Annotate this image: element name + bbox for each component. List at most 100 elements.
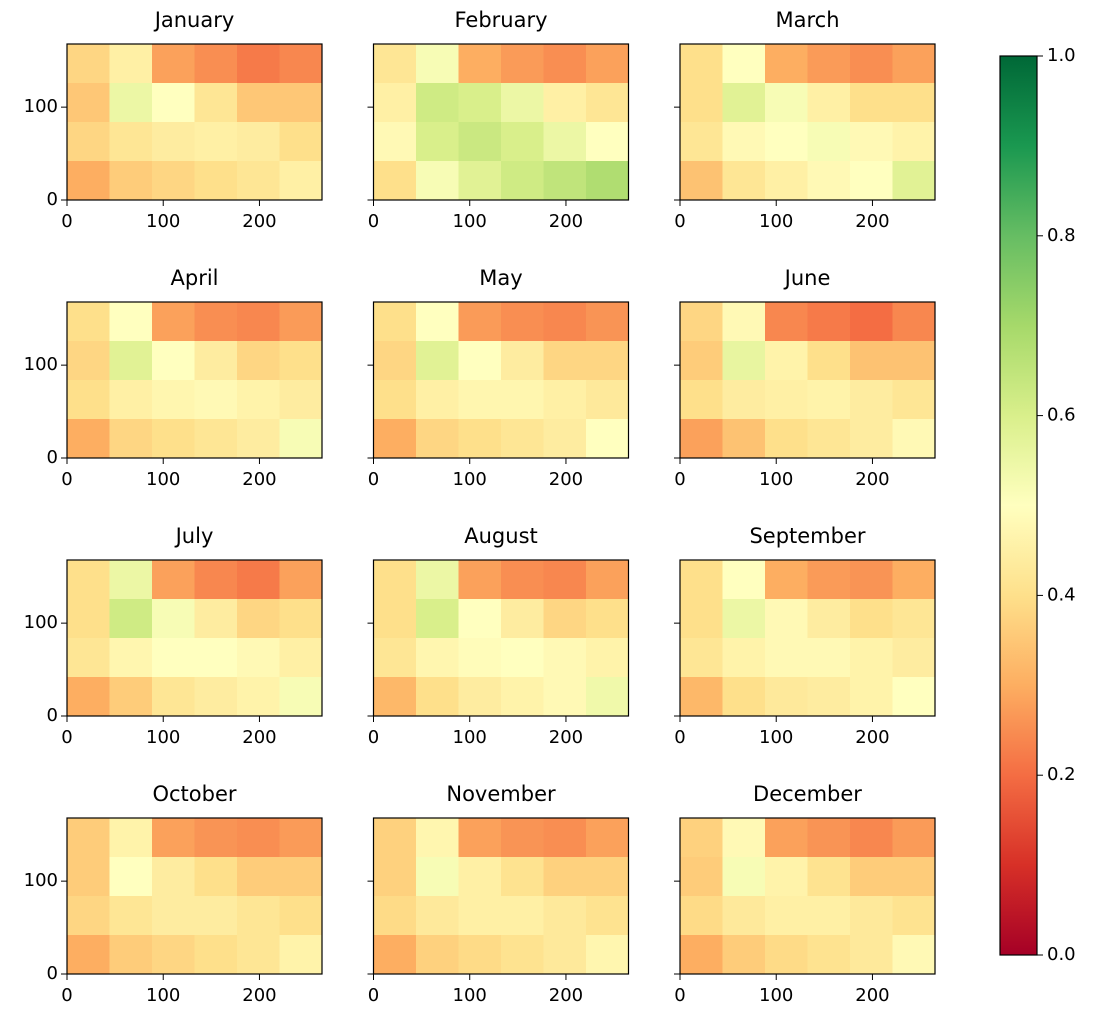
heatmap-cell [722,818,766,858]
heatmap-cell [152,677,195,717]
heatmap-cell [586,83,629,123]
heatmap-cell [850,677,893,717]
heatmap-cell [722,380,766,420]
x-tick-label: 100 [759,985,793,1006]
heatmap-cell [67,341,110,381]
heatmap-cell [416,302,459,342]
heatmap-cell [152,935,195,975]
y-tick-label: 100 [24,612,58,633]
heatmap-cell [807,44,851,84]
heatmap-cell [373,638,417,678]
heatmap-cell [722,122,766,162]
x-tick-label: 200 [242,985,276,1006]
heatmap-cell [765,677,808,717]
heatmap-cell [543,161,587,201]
heatmap-cell [501,638,544,678]
heatmap-cell [237,83,280,123]
heatmap-cell [67,560,110,600]
heatmap-cell [67,302,110,342]
heatmap-cell [152,896,195,936]
heatmap-cell [680,380,723,420]
heatmap-cell [680,83,723,123]
heatmap-cell [850,599,893,639]
x-tick-label: 100 [146,985,180,1006]
heatmap-cell [194,638,238,678]
heatmap-cell [416,161,459,201]
heatmap-cell [722,857,766,897]
heatmap-cell [109,419,153,459]
heatmap-cell [807,818,851,858]
heatmap-cell [152,44,195,84]
heatmap-cell [680,560,723,600]
heatmap-cell [373,83,417,123]
heatmap-cell [458,161,502,201]
heatmap-cell [586,419,629,459]
heatmap-cell [237,341,280,381]
heatmap-cell [416,896,459,936]
heatmap-cell [586,638,629,678]
heatmap-cell [194,935,238,975]
heatmap-cell [416,419,459,459]
heatmap-cell [237,677,280,717]
heatmap-cell [279,419,323,459]
heatmap-cell [194,419,238,459]
heatmap-cell [373,419,417,459]
heatmap-cell [194,44,238,84]
axes-frame [66,43,323,201]
colorbar-tick-label: 0.8 [1047,225,1076,246]
axes-frame [679,817,936,975]
heatmap-cell [373,896,417,936]
heatmap-cell [543,638,587,678]
heatmap-cell [67,380,110,420]
heatmap-cell [373,818,417,858]
x-tick-label: 100 [453,985,487,1006]
heatmap-cell [194,818,238,858]
heatmap-cell [807,677,851,717]
heatmap-cell [458,122,502,162]
heatmap-cell [586,818,629,858]
heatmap-cell [152,857,195,897]
heatmap-cell [416,122,459,162]
heatmap-cell [680,161,723,201]
heatmap-cell [807,122,851,162]
heatmap-cell [807,599,851,639]
heatmap-cell [850,341,893,381]
heatmap-cell [109,638,153,678]
heatmap-cell [109,935,153,975]
heatmap-cell [501,599,544,639]
heatmap-cell [109,161,153,201]
colorbar-tick-label: 1.0 [1047,45,1076,66]
heatmap-cell [194,302,238,342]
colorbar-tick-label: 0.2 [1047,764,1076,785]
heatmap-cell [850,896,893,936]
heatmap-cell [237,380,280,420]
x-tick-label: 0 [368,727,379,748]
heatmap-cell [458,638,502,678]
heatmap-cell [807,638,851,678]
heatmap-cell [765,341,808,381]
heatmap-cell [586,935,629,975]
x-tick-label: 200 [242,469,276,490]
heatmap-cell [892,44,936,84]
heatmap-cell [416,44,459,84]
heatmap-cell [416,677,459,717]
x-tick-label: 100 [453,211,487,232]
heatmap-cell [807,161,851,201]
heatmap-cell [458,419,502,459]
heatmap-cell [67,638,110,678]
heatmap-cell [109,857,153,897]
heatmap-cell [680,122,723,162]
heatmap-cell [416,560,459,600]
heatmap-cell [237,599,280,639]
heatmap-cell [543,44,587,84]
heatmap-cell [586,896,629,936]
heatmap-cell [680,302,723,342]
heatmap-cell [194,599,238,639]
heatmap-cell [850,122,893,162]
heatmap-cell [807,896,851,936]
heatmap-cell [109,380,153,420]
heatmap-cell [237,638,280,678]
heatmap-cell [680,419,723,459]
heatmap-cell [543,83,587,123]
heatmap-cell [458,857,502,897]
